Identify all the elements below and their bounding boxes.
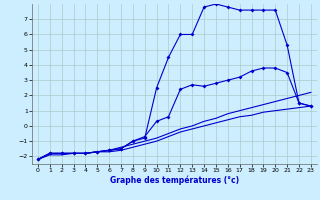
X-axis label: Graphe des températures (°c): Graphe des températures (°c) — [110, 176, 239, 185]
